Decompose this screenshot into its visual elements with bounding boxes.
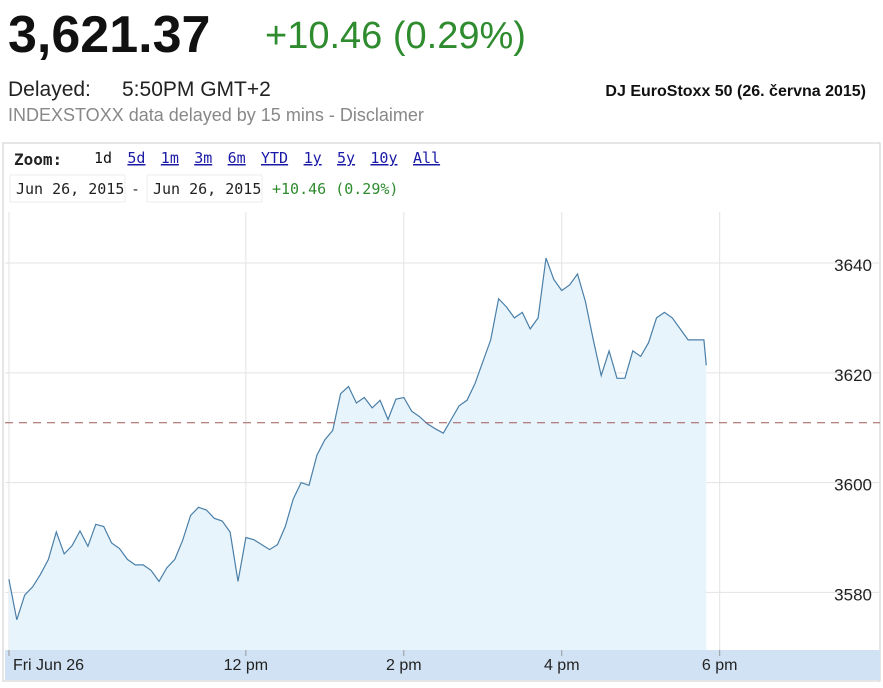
zoom-button[interactable]: 10y: [370, 149, 397, 167]
date-to-box[interactable]: [146, 174, 263, 203]
zoom-button[interactable]: All: [413, 149, 440, 167]
delayed-label: Delayed:: [8, 78, 91, 101]
x-tick-label: 4 pm: [544, 657, 580, 674]
price-line: [8, 257, 707, 620]
zoom-button[interactable]: 1d: [94, 149, 112, 167]
x-tick-label: 2 pm: [386, 657, 422, 674]
delay-note: INDEXSTOXX data delayed by 15 mins - Dis…: [8, 105, 424, 125]
zoom-button[interactable]: 5d: [127, 149, 145, 167]
date-separator: -: [133, 181, 138, 198]
zoom-label: Zoom:: [14, 150, 62, 169]
price-change: +10.46 (0.29%): [265, 15, 526, 57]
x-tick-label: 12 pm: [224, 657, 268, 674]
y-tick-label: 3620: [834, 366, 872, 385]
date-to[interactable]: Jun 26, 2015: [153, 180, 261, 198]
y-tick-label: 3580: [834, 585, 872, 604]
delayed-time: 5:50PM GMT+2: [122, 78, 271, 101]
y-tick-label: 3600: [834, 476, 872, 495]
zoom-button[interactable]: 1m: [161, 149, 179, 167]
zoom-button[interactable]: 6m: [228, 149, 246, 167]
zoom-button[interactable]: YTD: [261, 149, 288, 167]
zoom-button[interactable]: 5y: [337, 149, 355, 167]
area-fill: [8, 258, 707, 650]
date-from-box[interactable]: [9, 174, 126, 203]
price: 3,621.37: [8, 6, 210, 64]
zoom-button[interactable]: 3m: [194, 149, 212, 167]
chart-caption: DJ EuroStoxx 50 (26. června 2015): [605, 83, 866, 100]
x-tick-label: 6 pm: [702, 657, 738, 674]
x-axis-band: [5, 650, 880, 680]
zoom-button[interactable]: 1y: [304, 149, 322, 167]
date-from[interactable]: Jun 26, 2015: [16, 180, 124, 198]
range-change: +10.46 (0.29%): [272, 180, 398, 198]
y-tick-label: 3640: [834, 256, 872, 275]
x-tick-label: Fri Jun 26: [13, 657, 84, 674]
